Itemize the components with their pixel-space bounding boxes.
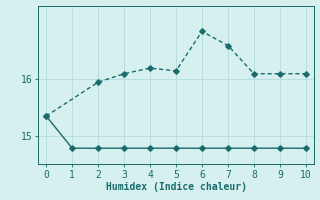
X-axis label: Humidex (Indice chaleur): Humidex (Indice chaleur): [106, 182, 246, 192]
